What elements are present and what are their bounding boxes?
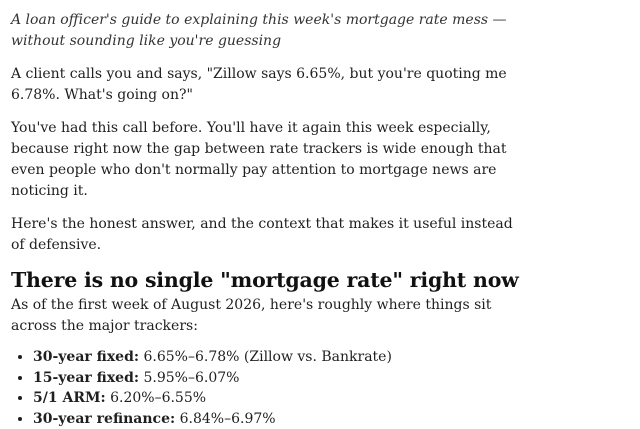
rate-value: 6.65%–6.78% (Zillow vs. Bankrate): [144, 349, 392, 365]
list-item: 30-year fixed: 6.65%–6.78% (Zillow vs. B…: [33, 347, 631, 368]
list-item: 15-year fixed: 5.95%–6.07%: [33, 368, 631, 389]
rate-label: 15-year fixed:: [33, 370, 139, 386]
paragraph-context: You've had this call before. You'll have…: [11, 118, 526, 202]
rate-value: 5.95%–6.07%: [144, 370, 240, 386]
rate-label: 5/1 ARM:: [33, 390, 106, 406]
rate-label: 30-year fixed:: [33, 349, 139, 365]
list-item: 5/1 ARM: 6.20%–6.55%: [33, 388, 631, 409]
rates-list: 30-year fixed: 6.65%–6.78% (Zillow vs. B…: [11, 347, 631, 429]
paragraph-client-call: A client calls you and says, "Zillow say…: [11, 64, 526, 106]
rate-label: 30-year refinance:: [33, 411, 175, 427]
article-subtitle: A loan officer's guide to explaining thi…: [11, 10, 516, 52]
section-heading: There is no single "mortgage rate" right…: [11, 268, 631, 292]
rate-value: 6.84%–6.97%: [180, 411, 276, 427]
paragraph-honest-answer: Here's the honest answer, and the contex…: [11, 214, 526, 256]
list-item: 30-year refinance: 6.84%–6.97%: [33, 409, 631, 429]
section-lead: As of the first week of August 2026, her…: [11, 295, 526, 337]
rate-value: 6.20%–6.55%: [110, 390, 206, 406]
article: A loan officer's guide to explaining thi…: [11, 10, 631, 429]
